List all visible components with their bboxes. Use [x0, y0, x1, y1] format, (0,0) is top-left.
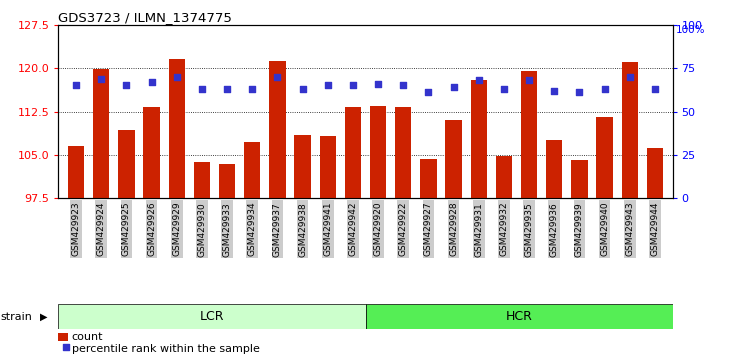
Point — [171, 74, 183, 80]
Point — [272, 74, 284, 80]
Bar — [345, 108, 361, 198]
Bar — [269, 61, 286, 198]
Point — [523, 78, 535, 83]
Bar — [244, 142, 260, 198]
Bar — [219, 164, 235, 198]
Text: GSM429933: GSM429933 — [222, 202, 232, 257]
Text: GSM429927: GSM429927 — [424, 202, 433, 256]
Text: 100%: 100% — [676, 25, 705, 35]
Bar — [647, 148, 663, 198]
Bar — [571, 160, 588, 198]
Text: GSM429929: GSM429929 — [173, 202, 181, 256]
Bar — [118, 130, 135, 198]
Text: GSM429922: GSM429922 — [398, 202, 408, 256]
Point — [372, 81, 384, 87]
Text: HCR: HCR — [506, 310, 532, 323]
Point — [70, 82, 82, 88]
Text: GSM429931: GSM429931 — [474, 202, 483, 257]
Text: count: count — [72, 332, 103, 342]
Text: GSM429936: GSM429936 — [550, 202, 558, 257]
Bar — [68, 146, 84, 198]
Text: GSM429930: GSM429930 — [197, 202, 206, 257]
Bar — [596, 117, 613, 198]
Text: GSM429926: GSM429926 — [147, 202, 156, 256]
Text: GSM429941: GSM429941 — [323, 202, 333, 256]
Bar — [521, 71, 537, 198]
Point — [599, 86, 610, 92]
Text: GSM429940: GSM429940 — [600, 202, 609, 256]
Point — [649, 86, 661, 92]
Bar — [93, 69, 110, 198]
Text: strain: strain — [1, 312, 33, 322]
Text: GSM429943: GSM429943 — [625, 202, 635, 256]
Text: GSM429935: GSM429935 — [525, 202, 534, 257]
Bar — [319, 136, 336, 198]
Point — [624, 74, 635, 80]
Bar — [366, 304, 673, 329]
Point — [473, 78, 485, 83]
Bar — [445, 120, 462, 198]
Point — [423, 90, 434, 95]
Bar — [471, 80, 487, 198]
Bar — [496, 156, 512, 198]
Text: LCR: LCR — [200, 310, 224, 323]
Text: GDS3723 / ILMN_1374775: GDS3723 / ILMN_1374775 — [58, 11, 232, 24]
Text: GSM429937: GSM429937 — [273, 202, 282, 257]
Text: GSM429938: GSM429938 — [298, 202, 307, 257]
Text: GSM429923: GSM429923 — [72, 202, 80, 256]
Point — [246, 86, 258, 92]
Bar — [420, 159, 436, 198]
Bar — [194, 162, 210, 198]
Text: GSM429944: GSM429944 — [651, 202, 659, 256]
Point — [498, 86, 510, 92]
Bar — [58, 304, 366, 329]
Bar — [370, 106, 386, 198]
Text: GSM429924: GSM429924 — [96, 202, 106, 256]
Text: percentile rank within the sample: percentile rank within the sample — [72, 344, 260, 354]
Point — [574, 90, 586, 95]
Point — [121, 82, 132, 88]
Text: ▶: ▶ — [40, 312, 48, 322]
Bar — [295, 135, 311, 198]
Point — [221, 86, 233, 92]
Text: GSM429932: GSM429932 — [499, 202, 509, 256]
Bar — [395, 108, 412, 198]
Bar — [143, 108, 160, 198]
Point — [297, 86, 308, 92]
Text: GSM429920: GSM429920 — [374, 202, 382, 256]
Point — [145, 79, 157, 85]
Bar — [621, 62, 638, 198]
Point — [347, 82, 359, 88]
Text: GSM429939: GSM429939 — [575, 202, 584, 257]
Point — [447, 84, 459, 90]
Bar — [169, 59, 185, 198]
Text: GSM429925: GSM429925 — [122, 202, 131, 256]
Text: GSM429934: GSM429934 — [248, 202, 257, 256]
Bar — [546, 141, 562, 198]
Point — [96, 76, 107, 81]
Text: GSM429928: GSM429928 — [449, 202, 458, 256]
Point — [322, 82, 333, 88]
Text: GSM429942: GSM429942 — [349, 202, 357, 256]
Point — [548, 88, 560, 93]
Point — [126, 296, 138, 302]
Point — [196, 86, 208, 92]
Point — [398, 82, 409, 88]
